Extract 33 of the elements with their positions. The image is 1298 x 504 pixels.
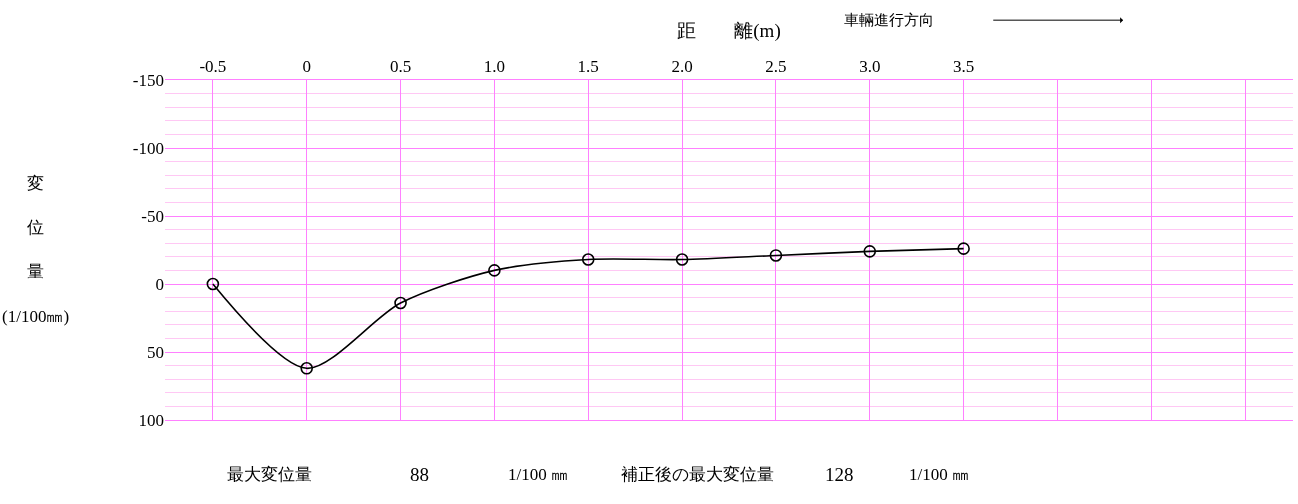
text: 変位量(1/100㎜): [2, 174, 70, 326]
point: [957, 242, 970, 255]
x-tick-label: 0: [302, 57, 311, 77]
y-tick-label: -100: [132, 138, 164, 158]
text: 最大変位量: [227, 465, 312, 484]
x-tick-label: 1.5: [577, 57, 599, 77]
x-tick-label: 3.5: [952, 57, 975, 77]
x-tick-label: 3.0: [859, 57, 881, 77]
y-tick-label: -50: [141, 206, 164, 226]
x-tick-label: 2.5: [765, 57, 787, 77]
y-tick-label: 50: [147, 342, 164, 362]
text: 1/100 ㎜: [508, 465, 568, 484]
x-tick-label: 2.0: [671, 57, 693, 77]
x-tick-label: -0.5: [199, 57, 227, 77]
text: 1/100 ㎜: [909, 465, 969, 484]
point: [769, 249, 783, 262]
point: [206, 277, 220, 291]
text: 補正後の最大変位量: [621, 465, 774, 484]
text: 128: [825, 464, 854, 485]
point: [488, 264, 501, 277]
point: [300, 362, 313, 375]
point: [394, 296, 407, 310]
x-tick-label: 0.5: [389, 57, 412, 77]
x-axis-title: 距 離(m): [677, 20, 781, 43]
y-tick-label: 100: [138, 410, 164, 430]
text: 車輛進行方向: [844, 12, 934, 28]
point: [581, 253, 595, 266]
point: [675, 253, 689, 266]
text: 88: [410, 464, 429, 485]
y-tick-label: 0: [155, 274, 164, 294]
point: [863, 245, 877, 258]
y-tick-label: -150: [132, 70, 164, 90]
x-tick-label: 1.0: [483, 57, 506, 77]
